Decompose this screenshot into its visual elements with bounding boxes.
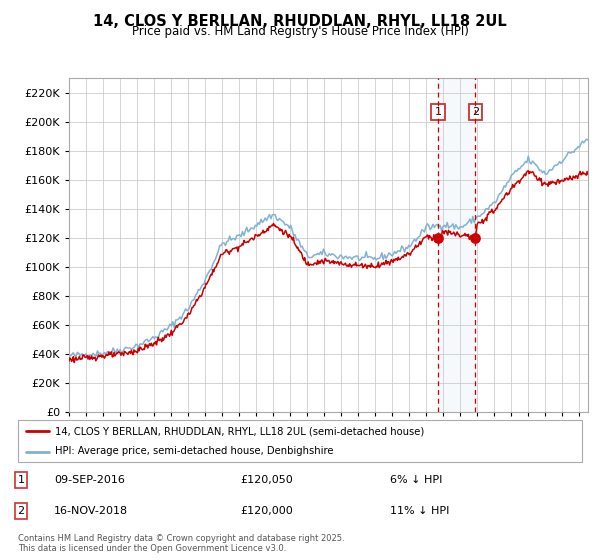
- Text: 16-NOV-2018: 16-NOV-2018: [54, 506, 128, 516]
- Bar: [438, 78, 475, 412]
- Text: 14, CLOS Y BERLLAN, RHUDDLAN, RHYL, LL18 2UL: 14, CLOS Y BERLLAN, RHUDDLAN, RHYL, LL18…: [93, 14, 507, 29]
- Text: 14, CLOS Y BERLLAN, RHUDDLAN, RHYL, LL18 2UL (semi-detached house): 14, CLOS Y BERLLAN, RHUDDLAN, RHYL, LL18…: [55, 426, 424, 436]
- Point: [433, 233, 443, 242]
- Text: 2: 2: [472, 107, 479, 116]
- Text: Contains HM Land Registry data © Crown copyright and database right 2025.
This d: Contains HM Land Registry data © Crown c…: [18, 534, 344, 553]
- Point: [470, 234, 480, 242]
- Text: £120,000: £120,000: [240, 506, 293, 516]
- Text: Price paid vs. HM Land Registry's House Price Index (HPI): Price paid vs. HM Land Registry's House …: [131, 25, 469, 38]
- Text: 09-SEP-2016: 09-SEP-2016: [54, 475, 125, 485]
- Text: 2: 2: [17, 506, 25, 516]
- Text: 11% ↓ HPI: 11% ↓ HPI: [390, 506, 449, 516]
- Text: £120,050: £120,050: [240, 475, 293, 485]
- Text: 6% ↓ HPI: 6% ↓ HPI: [390, 475, 442, 485]
- Text: 1: 1: [17, 475, 25, 485]
- Text: HPI: Average price, semi-detached house, Denbighshire: HPI: Average price, semi-detached house,…: [55, 446, 333, 456]
- FancyBboxPatch shape: [18, 420, 582, 462]
- Text: 1: 1: [434, 107, 442, 116]
